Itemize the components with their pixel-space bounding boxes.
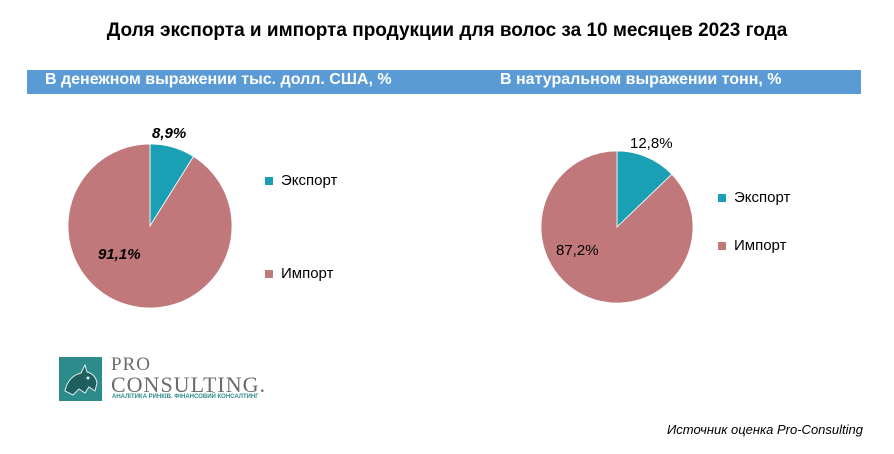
- logo-text-consulting: CONSULTING.: [111, 372, 267, 397]
- legend-label-export: Экспорт: [281, 172, 338, 189]
- data-label-export-money: 8,9%: [152, 125, 187, 142]
- legend-label-import: Импорт: [281, 265, 334, 282]
- legend-swatch-import: [718, 241, 726, 250]
- pie-slice-import: [67, 143, 233, 309]
- legend-item-export-money: Экспорт: [265, 172, 337, 189]
- pie-chart-volume: [540, 150, 694, 304]
- legend-label-export: Экспорт: [734, 189, 791, 206]
- pie-slice-import: [540, 150, 694, 304]
- pie-chart-money: [67, 143, 233, 309]
- data-label-import-volume: 87,2%: [556, 242, 599, 259]
- legend-item-import-volume: Импорт: [718, 237, 786, 254]
- rhino-icon: [59, 357, 102, 401]
- legend-label-import: Импорт: [734, 237, 787, 254]
- chart-subtitle-right: В натуральном выражении тонн, %: [500, 71, 782, 88]
- legend-item-import-money: Импорт: [265, 265, 333, 282]
- data-label-export-volume: 12,8%: [630, 135, 673, 152]
- chart-subtitle-left: В денежном выражении тыс. долл. США, %: [45, 71, 392, 88]
- legend-swatch-export: [265, 176, 273, 185]
- source-note: Источник оценка Pro-Consulting: [666, 422, 863, 437]
- legend-swatch-export: [718, 193, 726, 202]
- chart-title: Доля экспорта и импорта продукции для во…: [106, 20, 788, 41]
- logo-tagline: АНАЛІТИКА РИНКІВ. ФІНАНСОВИЙ КОНСАЛТИНГ: [112, 394, 259, 400]
- subtitle-band: [27, 70, 861, 94]
- data-label-import-money: 91,1%: [98, 246, 141, 263]
- pie-slice-export: [616, 150, 673, 228]
- legend-item-export-volume: Экспорт: [718, 189, 790, 206]
- logo-text-pro: PRO: [111, 354, 151, 375]
- pro-consulting-logo: PRO CONSULTING. АНАЛІТИКА РИНКІВ. ФІНАНС…: [59, 354, 279, 403]
- legend-swatch-import: [265, 269, 273, 278]
